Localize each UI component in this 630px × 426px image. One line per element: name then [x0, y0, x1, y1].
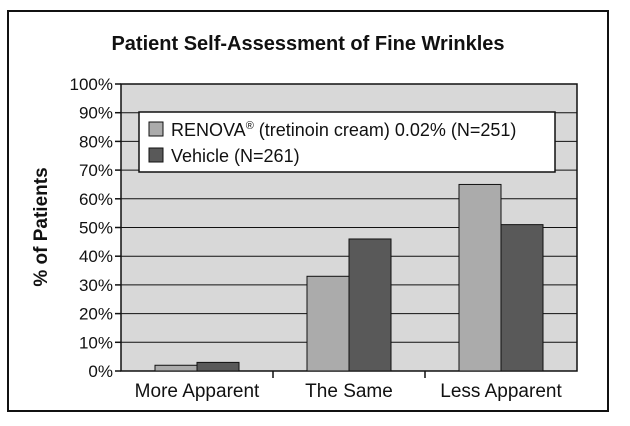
bars	[154, 183, 544, 372]
x-axis-categories: More Apparent The Same Less Apparent	[135, 371, 562, 402]
y-tick-label: 100%	[70, 75, 113, 94]
legend-swatch-renova	[148, 121, 164, 137]
x-category-label: The Same	[305, 381, 393, 402]
bar-renova	[154, 364, 198, 372]
legend: RENOVA® (tretinoin cream) 0.02% (N=251) …	[138, 111, 556, 173]
chart-title: Patient Self-Assessment of Fine Wrinkles	[111, 33, 504, 55]
bar-vehicle	[196, 361, 240, 372]
y-tick-label: 40%	[79, 247, 113, 266]
y-tick-label: 10%	[79, 333, 113, 352]
y-tick-label: 20%	[79, 305, 113, 324]
chart-frame: Patient Self-Assessment of Fine Wrinkles…	[7, 10, 609, 412]
y-tick-label: 30%	[79, 276, 113, 295]
y-tick-label: 70%	[79, 161, 113, 180]
legend-label-renova: RENOVA® (tretinoin cream) 0.02% (N=251)	[171, 120, 516, 140]
x-category-label: More Apparent	[135, 381, 260, 402]
y-tick-label: 80%	[79, 132, 113, 151]
y-tick-label: 0%	[88, 362, 113, 381]
bar-vehicle	[500, 224, 544, 372]
y-tick-label: 50%	[79, 219, 113, 238]
bar-renova	[306, 275, 350, 372]
bar-vehicle	[348, 238, 392, 372]
legend-box	[138, 111, 556, 173]
legend-label-vehicle: Vehicle (N=261)	[171, 146, 300, 166]
chart-svg: Patient Self-Assessment of Fine Wrinkles…	[31, 33, 578, 402]
y-axis-ticks: 0% 10% 20% 30% 40% 50% 60% 70% 80% 90% 100%	[70, 75, 121, 381]
y-tick-label: 60%	[79, 190, 113, 209]
legend-swatch-vehicle	[148, 147, 164, 163]
y-tick-label: 90%	[79, 104, 113, 123]
bar-renova	[458, 183, 502, 372]
x-category-label: Less Apparent	[440, 381, 562, 402]
y-axis-label: % of Patients	[31, 167, 52, 286]
